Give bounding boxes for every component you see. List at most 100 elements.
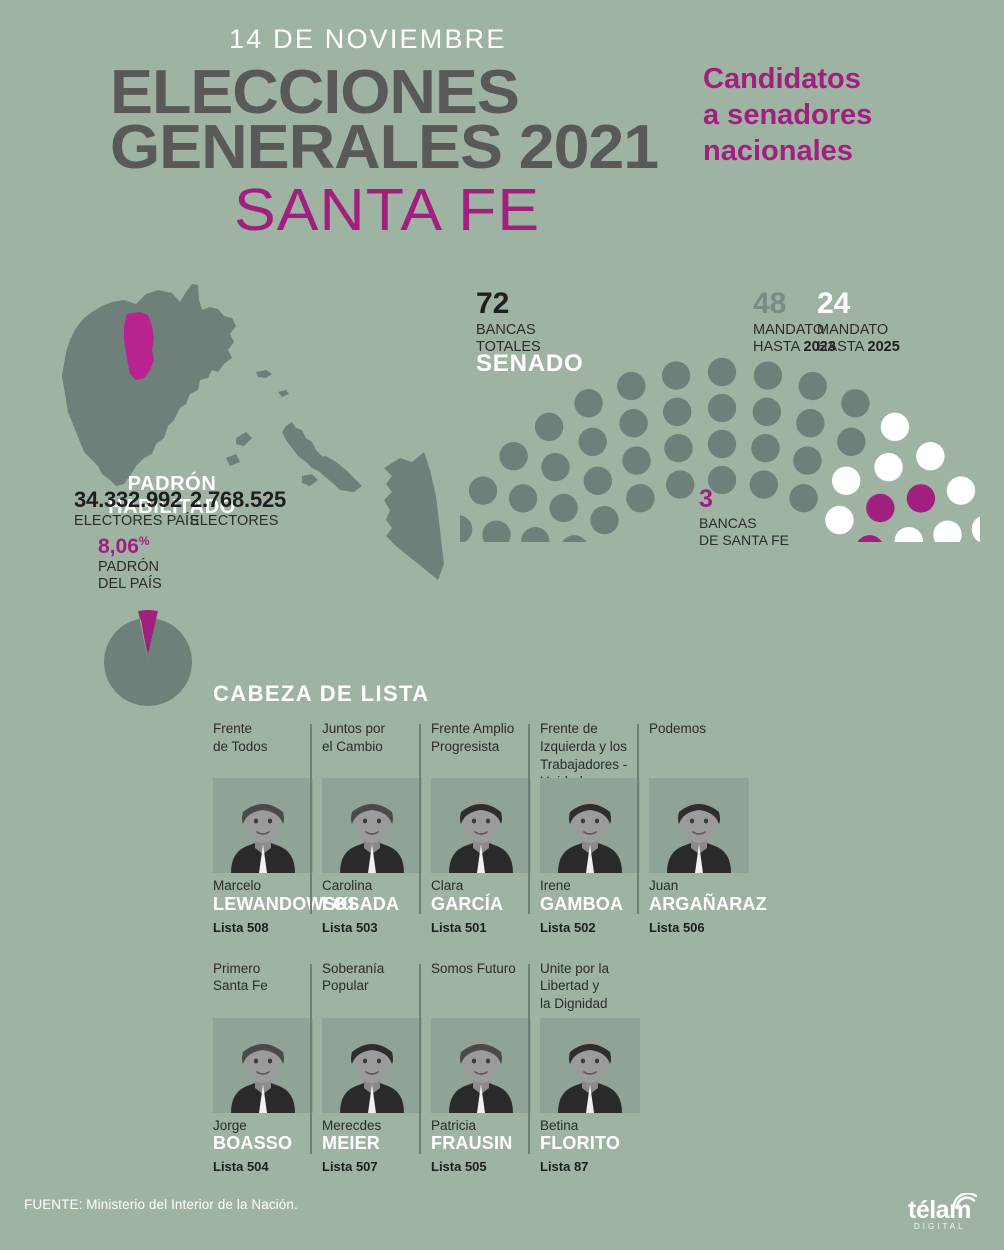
senate-seat (482, 520, 511, 542)
candidate-last-name: GARCÍA (431, 893, 504, 914)
senate-seat (825, 505, 854, 535)
candidate-photo (431, 1017, 531, 1113)
senate-seat (468, 476, 498, 505)
candidate-photo (322, 778, 422, 873)
senate-seat (894, 527, 923, 542)
candidate-first-name: Jorge (213, 1117, 247, 1133)
pie-slice-santafe (138, 609, 158, 654)
header: 14 DE NOVIEMBRE ELECCIONES GENERALES 202… (0, 0, 1004, 260)
candidate-photo (540, 1017, 640, 1113)
candidate-card[interactable]: Primero Santa Fe Jorge BOASSO Lista 504 (213, 960, 313, 1175)
candidate-lista: Lista 501 (431, 919, 487, 935)
senate-seat (946, 476, 976, 505)
percent-value: 8,06% (98, 534, 150, 558)
page-title-line1: ELECCIONES (110, 58, 520, 127)
candidate-party: Unite por la Libertad y la Dignidad (540, 960, 610, 1012)
candidate-lista: Lista 506 (649, 919, 705, 935)
candidate-party: Primero Santa Fe (213, 960, 268, 994)
candidate-first-name: Marcelo (213, 878, 262, 893)
senate-chamber-label: SENADO (476, 350, 584, 377)
senate-seat (831, 466, 861, 495)
candidate-party: Podemos (649, 721, 707, 736)
country-electors-label: ELECTORES PAÍS (74, 513, 199, 529)
senate-seat (521, 527, 550, 542)
senate-seat (664, 433, 693, 463)
candidate-card[interactable]: Soberanía Popular Merecdes MEIER Lista 507 (310, 960, 422, 1175)
candidate-card[interactable]: Somos Futuro Patricia FRAUSIN Lista 505 (419, 960, 531, 1174)
province-electors-label: ELECTORES (190, 513, 279, 529)
senate-seat (866, 493, 895, 523)
candidate-lista: Lista 504 (213, 1159, 269, 1175)
candidate-first-name: Merecdes (322, 1117, 382, 1133)
mandate-2025-year: 2025 (867, 338, 900, 355)
map-mainland (62, 284, 236, 486)
senate-seat (661, 361, 691, 390)
candidate-first-name: Irene (540, 878, 571, 893)
candidate-card[interactable]: Podemos Juan ARGAÑARAZ Lista 506 (637, 720, 767, 935)
candidate-party: Frente de Todos (213, 721, 268, 754)
candidate-row-1: Frente de Todos Marcelo LEWANDOWSKI Lista 5… (213, 720, 1003, 935)
candidate-party: Frente de Izquierda y los Trabajadores -… (540, 721, 628, 789)
page-date: 14 DE NOVIEMBRE (229, 24, 507, 54)
senate-seat (857, 535, 882, 542)
map-antarctic-sector (384, 452, 444, 580)
mandate-2025-count: 24 (817, 287, 851, 320)
map-island-4 (226, 454, 240, 466)
telam-logo[interactable]: télam DIGITAL (898, 1193, 986, 1233)
candidate-first-name: Juan (649, 878, 679, 893)
map-santa-fe-highlight (124, 312, 154, 380)
candidate-last-name: LEWANDOWSKI (213, 893, 355, 914)
candidate-lista: Lista 507 (322, 1159, 378, 1175)
card-divider (419, 963, 421, 1154)
senate-seat (574, 389, 603, 418)
senate-seat (798, 371, 827, 401)
senate-seat (619, 409, 648, 438)
candidate-card[interactable]: Juntos por el Cambio Carolina LOSADA Lista … (310, 720, 422, 935)
map-island-2 (278, 390, 289, 397)
card-divider (310, 963, 312, 1154)
candidate-party: Somos Futuro (431, 960, 516, 976)
candidate-card[interactable]: Frente Amplio Progresista Clara GARCÍA List… (419, 720, 531, 935)
santafe-seats-block: 3 BANCAS DE SANTA FE (699, 487, 789, 548)
source-text: FUENTE: Ministerio del Interior de la Na… (24, 1197, 298, 1212)
card-divider (637, 724, 639, 914)
map-antarctic-inner (334, 474, 358, 492)
candidate-lista: Lista 503 (322, 919, 378, 935)
senate-seat (578, 427, 607, 457)
senate-total-number: 72 (476, 287, 510, 320)
candidate-last-name: BOASSO (213, 1133, 293, 1154)
candidate-card[interactable]: Frente de Izquierda y los Trabajadores -… (528, 720, 640, 935)
senate-seat (549, 493, 578, 523)
percent-symbol: % (138, 534, 150, 548)
telam-digital-label: DIGITAL (914, 1222, 966, 1231)
candidate-card[interactable]: Frente de Todos Marcelo LEWANDOWSKI Lista 5… (213, 720, 355, 935)
percent-block: 8,06% PADRÓN DEL PAÍS (98, 534, 162, 592)
senate-seats-hemicycle (460, 357, 980, 542)
mandate-2023-block: 48 MANDATO HASTA 2023 (753, 289, 836, 355)
candidate-last-name: FLORITO (540, 1133, 621, 1154)
mandate-2023-label: MANDATO HASTA 2023 (753, 322, 836, 355)
senate-seat (793, 446, 822, 475)
senate-seat (562, 535, 587, 542)
senate-total-label: BANCAS TOTALES (476, 322, 541, 355)
country-electors-number: 34.332.992 (74, 487, 183, 512)
candidate-party: Frente Amplio Progresista (431, 721, 515, 754)
candidate-photo (649, 778, 749, 873)
senate-seat (874, 452, 903, 482)
senate-seat (707, 357, 737, 387)
map-svg (62, 284, 444, 580)
senate-seat (666, 470, 695, 499)
candidate-photo (213, 1017, 313, 1113)
candidate-first-name: Patricia (431, 1117, 477, 1133)
candidate-party: Soberanía Popular (322, 960, 385, 994)
candidate-lista: Lista 502 (540, 919, 596, 935)
senate-seat (841, 389, 870, 418)
senate-seat (971, 516, 980, 542)
candidate-lista: Lista 87 (540, 1159, 589, 1175)
card-divider (310, 724, 312, 914)
senate-seat (662, 397, 692, 427)
candidate-card[interactable]: Unite por la Libertad y la Dignidad Betin… (528, 960, 640, 1175)
padron-title: PADRÓN HABILITADO (108, 473, 236, 518)
candidate-photo (540, 778, 640, 873)
senate-total-block: 72 BANCAS TOTALES (476, 289, 541, 355)
